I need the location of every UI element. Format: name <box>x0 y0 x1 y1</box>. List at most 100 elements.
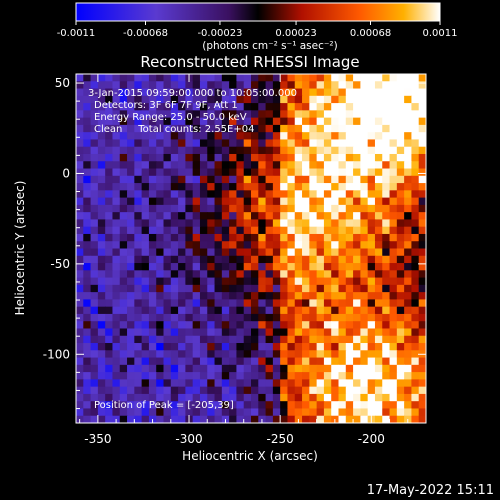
heatmap-image <box>76 74 426 423</box>
heatmap-cell <box>411 277 420 286</box>
heatmap-cell <box>243 168 252 177</box>
heatmap-cell <box>156 204 165 213</box>
heatmap-cell <box>83 241 92 250</box>
heatmap-cell <box>396 350 405 359</box>
heatmap-cell <box>360 139 369 148</box>
heatmap-cell <box>199 132 208 141</box>
heatmap-cell <box>236 372 245 380</box>
heatmap-cell <box>178 212 186 221</box>
heatmap-cell <box>287 299 296 308</box>
heatmap-cell <box>389 263 398 271</box>
heatmap-cell <box>258 321 267 330</box>
heatmap-cell <box>316 212 325 221</box>
heatmap-cell <box>236 415 245 423</box>
heatmap-cell <box>280 74 289 82</box>
heatmap-cell <box>97 379 106 388</box>
heatmap-cell <box>170 241 179 250</box>
heatmap-cell <box>360 343 369 351</box>
heatmap-cell <box>214 103 223 111</box>
heatmap-cell <box>418 241 426 250</box>
heatmap-cell <box>396 372 405 380</box>
heatmap-cell <box>411 161 420 170</box>
heatmap-cell <box>112 233 121 242</box>
heatmap-cell <box>243 408 252 417</box>
heatmap-cell <box>199 161 208 170</box>
heatmap-cell <box>272 386 281 395</box>
heatmap-cell <box>287 197 296 206</box>
heatmap-cell <box>309 233 318 242</box>
heatmap-cell <box>345 241 354 250</box>
heatmap-cell <box>170 233 179 242</box>
heatmap-cell <box>272 350 281 359</box>
heatmap-cell <box>272 233 281 242</box>
heatmap-cell <box>199 284 208 293</box>
heatmap-cell <box>148 88 157 97</box>
heatmap-cell <box>389 277 398 286</box>
heatmap-cell <box>418 139 426 148</box>
heatmap-cell <box>302 241 310 250</box>
heatmap-cell <box>229 88 238 97</box>
heatmap-cell <box>367 168 376 177</box>
heatmap-cell <box>411 364 420 373</box>
heatmap-cell <box>411 212 420 221</box>
heatmap-cell <box>119 146 128 155</box>
heatmap-cell <box>280 321 289 330</box>
heatmap-cell <box>265 386 274 395</box>
heatmap-cell <box>76 321 84 330</box>
heatmap-cell <box>127 110 135 119</box>
heatmap-cell <box>411 139 420 148</box>
heatmap-cell <box>178 350 186 359</box>
heatmap-cell <box>316 328 325 337</box>
heatmap-cell <box>97 335 106 344</box>
heatmap-cell <box>112 284 121 293</box>
heatmap-cell <box>389 132 398 141</box>
heatmap-cell <box>105 277 114 286</box>
heatmap-cell <box>141 153 150 162</box>
heatmap-cell <box>134 175 143 184</box>
heatmap-cell <box>156 197 165 206</box>
heatmap-cell <box>294 350 303 359</box>
heatmap-cell <box>127 313 135 322</box>
heatmap-cell <box>251 110 259 119</box>
heatmap-cell <box>221 219 230 228</box>
heatmap-cell <box>214 379 223 388</box>
heatmap-cell <box>309 153 318 162</box>
heatmap-cell <box>418 328 426 337</box>
heatmap-cell <box>389 190 398 199</box>
heatmap-cell <box>185 95 194 104</box>
heatmap-cell <box>163 183 172 191</box>
heatmap-cell <box>170 379 179 388</box>
heatmap-cell <box>272 364 281 373</box>
heatmap-cell <box>374 292 383 300</box>
heatmap-cell <box>221 299 230 308</box>
heatmap-cell <box>251 81 259 90</box>
heatmap-cell <box>192 393 201 402</box>
heatmap-cell <box>360 161 369 170</box>
heatmap-cell <box>185 226 194 235</box>
heatmap-cell <box>90 306 99 315</box>
heatmap-cell <box>141 183 150 191</box>
heatmap-cell <box>258 139 267 148</box>
heatmap-cell <box>360 328 369 337</box>
heatmap-cell <box>105 292 114 300</box>
heatmap-cell <box>331 393 340 402</box>
heatmap-cell <box>134 343 143 351</box>
heatmap-cell <box>148 248 157 257</box>
heatmap-cell <box>360 284 369 293</box>
heatmap-cell <box>382 190 391 199</box>
heatmap-cell <box>265 204 274 213</box>
annotation-block: 3-Jan-2015 09:59:00.000 to 10:05:00.000 … <box>88 88 297 411</box>
heatmap-cell <box>309 263 318 271</box>
heatmap-cell <box>418 110 426 119</box>
heatmap-cell <box>287 372 296 380</box>
heatmap-cell <box>411 393 420 402</box>
heatmap-cell <box>236 124 245 133</box>
heatmap-cell <box>214 350 223 359</box>
heatmap-cell <box>148 153 157 162</box>
heatmap-cell <box>97 364 106 373</box>
heatmap-cell <box>192 248 201 257</box>
heatmap-cell <box>83 197 92 206</box>
heatmap-cell <box>199 117 208 126</box>
heatmap-cell <box>374 183 383 191</box>
heatmap-cell <box>105 226 114 235</box>
